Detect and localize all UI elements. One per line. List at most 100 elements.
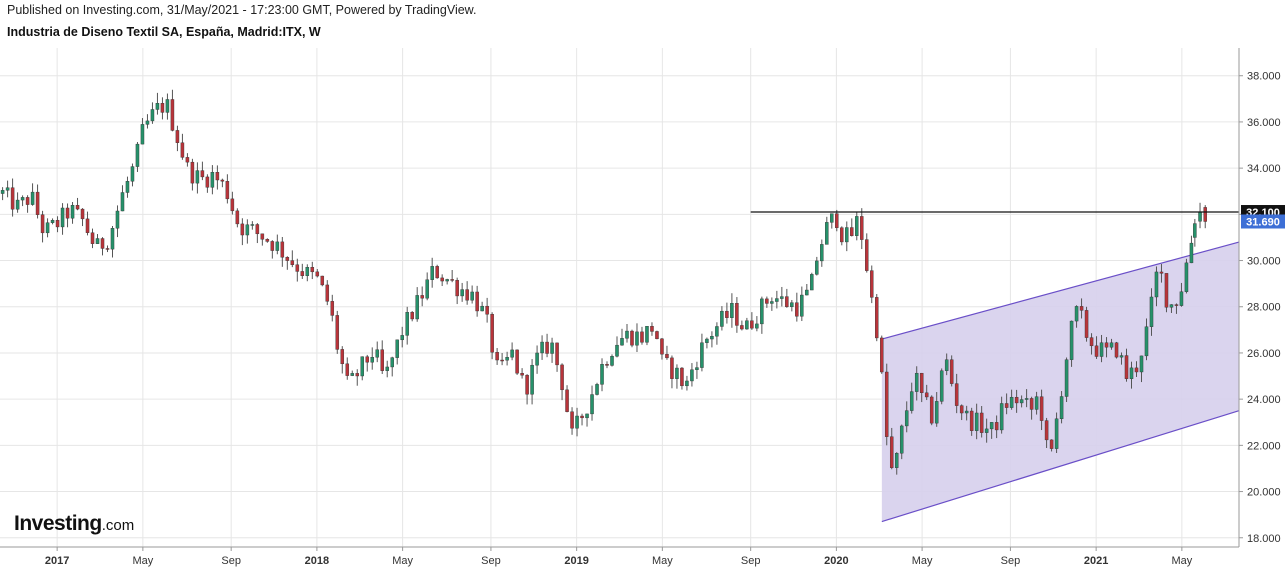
x-tick-label: 2017 [45, 555, 69, 567]
candle-body [395, 339, 399, 358]
candle-body [1109, 342, 1114, 348]
candle-body [115, 210, 120, 229]
candle-body [535, 352, 539, 366]
candle-body [185, 157, 190, 163]
candle-body [485, 305, 489, 315]
candle-body [65, 207, 70, 219]
candle-body [1044, 420, 1049, 441]
candle-body [450, 279, 454, 281]
candle-body [1169, 304, 1174, 308]
candle-body [865, 239, 869, 271]
candle-body [100, 238, 105, 249]
candle-body [360, 356, 364, 377]
candle-body [265, 239, 270, 242]
candle-body [974, 412, 979, 431]
candle-body [984, 428, 989, 433]
candle-body [250, 224, 255, 226]
candle-body [570, 411, 574, 429]
candle-body [110, 228, 115, 250]
candle-body [220, 179, 225, 182]
candle-body [640, 331, 644, 343]
candle-body [730, 303, 734, 318]
candle-body [595, 384, 599, 395]
candle-body [795, 302, 799, 317]
candle-body [765, 298, 769, 304]
candle-body [470, 291, 474, 301]
candle-body [5, 187, 10, 191]
candle-body [55, 219, 60, 228]
candle-body [95, 238, 100, 244]
candle-body [300, 271, 305, 276]
candle-body [1154, 271, 1159, 298]
candle-body [685, 380, 689, 387]
candle-body [1144, 326, 1149, 357]
x-tick-label: Sep [741, 555, 761, 567]
candle-body [825, 222, 829, 245]
candle-body [615, 344, 619, 357]
candle-body [1129, 367, 1134, 379]
candle-body [725, 310, 729, 318]
candle-body [1079, 306, 1084, 311]
candle-body [675, 367, 679, 379]
candle-body [1124, 355, 1129, 379]
candle-body [565, 389, 569, 412]
candle-body [745, 320, 749, 330]
candle-body [270, 241, 275, 251]
candle-body [1009, 396, 1014, 408]
candle-body [355, 373, 360, 377]
candle-body [735, 303, 739, 326]
candle-body [1099, 342, 1104, 357]
candle-body [660, 338, 664, 355]
candle-body [30, 191, 35, 205]
candle-body [884, 371, 889, 437]
candle-body [740, 325, 744, 330]
candle-body [1198, 211, 1202, 222]
candle-body [295, 264, 300, 272]
candle-body [335, 315, 340, 350]
candle-body [40, 214, 45, 234]
investing-logo: Investing.com [14, 512, 135, 535]
candle-body [15, 199, 20, 210]
candle-body [1054, 418, 1059, 449]
candle-body [790, 302, 794, 307]
candle-body [350, 373, 355, 376]
candle-body [645, 326, 649, 343]
candle-body [835, 213, 839, 228]
candle-body [130, 166, 135, 182]
candle-body [630, 330, 634, 346]
candle-body [25, 197, 30, 205]
candle-body [410, 312, 414, 320]
candle-body [655, 331, 659, 340]
candle-body [850, 227, 854, 236]
candle-body [760, 298, 764, 325]
candle-body [715, 326, 719, 337]
x-tick-label: May [912, 555, 933, 567]
candle-body [320, 275, 325, 286]
candle-body [710, 335, 714, 340]
candle-body [510, 349, 514, 358]
channel-lower-line [881, 410, 1240, 523]
candle-body [325, 284, 330, 302]
candle-body [1149, 296, 1154, 327]
candle-body [50, 219, 55, 223]
candle-body [1184, 262, 1189, 292]
candle-body [545, 341, 549, 354]
candle-body [1024, 398, 1029, 400]
candle-body [475, 291, 479, 312]
candle-body [610, 356, 614, 366]
candle-body [1084, 310, 1089, 338]
candle-body [580, 415, 584, 419]
candle-body [964, 410, 969, 414]
y-tick-label: 24.000 [1247, 394, 1281, 406]
candle-body [0, 190, 5, 194]
candle-body [200, 170, 205, 178]
candle-body [80, 208, 85, 220]
candle-body [934, 401, 939, 424]
candle-body [1029, 398, 1034, 410]
candle-body [815, 260, 819, 275]
candle-body [150, 109, 155, 122]
candle-body [305, 267, 310, 276]
y-tick-label: 34.000 [1247, 163, 1281, 175]
candle-body [1004, 403, 1009, 408]
